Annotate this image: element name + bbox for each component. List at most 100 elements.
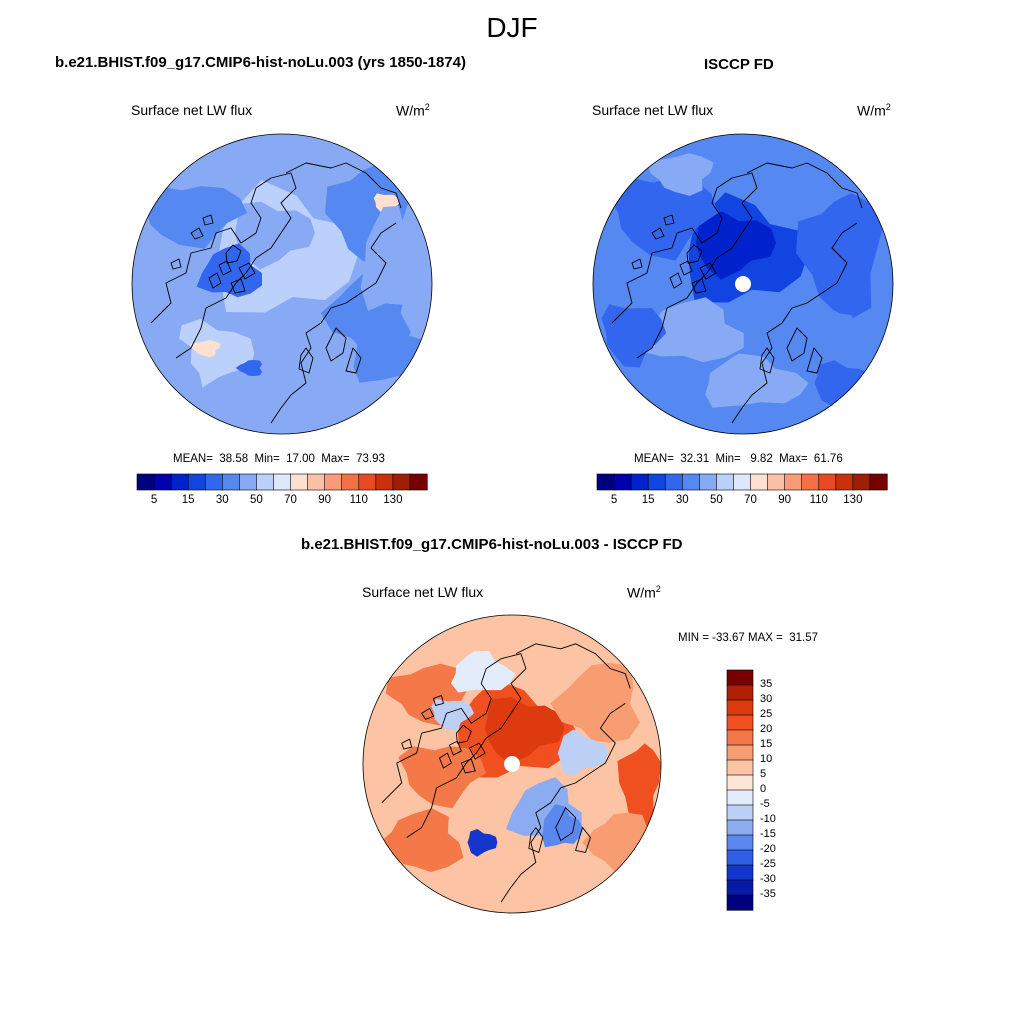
coastline	[381, 653, 527, 838]
contour-region	[634, 297, 744, 363]
colorbar-box	[726, 834, 754, 851]
panel-model-units: W/m2	[396, 102, 430, 119]
figure-title: DJF	[486, 12, 538, 43]
contour-region	[695, 211, 776, 280]
contour-region	[617, 743, 662, 829]
map-field	[132, 134, 432, 434]
colorbar-tick-label: 70	[284, 494, 297, 506]
coastline	[611, 172, 758, 359]
colorbar-tick-label: -10	[760, 813, 776, 825]
coastline	[230, 278, 246, 294]
colorbar-tick-label: 30	[215, 494, 229, 506]
panel-diff-units: W/m2	[627, 584, 661, 601]
colorbar-box	[733, 473, 752, 491]
panel-model-stats: MEAN= 38.58 Min= 17.00 Max= 73.93	[173, 453, 385, 465]
colorbar-box	[204, 473, 223, 491]
colorbar-box	[726, 879, 754, 896]
contour-region	[814, 360, 875, 407]
panel-obs-stats: MEAN= 32.31 Min= 9.82 Max= 61.76	[634, 453, 843, 465]
map-boundary	[592, 133, 894, 435]
colorbar-box	[750, 473, 769, 491]
contour-region	[467, 828, 498, 857]
contour-region	[190, 340, 221, 358]
colorbar-box	[726, 804, 754, 821]
coastline	[731, 222, 858, 424]
colorbar-box	[324, 473, 343, 491]
colorbar-box	[726, 759, 754, 776]
colorbar-box	[726, 684, 754, 701]
colorbar-obs-ticks: 5 15 30 50 70 90 110 130	[597, 494, 887, 510]
contour-region	[431, 699, 475, 731]
colorbar-box	[726, 744, 754, 761]
colorbar-box	[664, 473, 683, 491]
coastline	[759, 347, 775, 374]
colorbar-tick-label: 130	[383, 494, 403, 506]
colorbar-tick-label: 30	[760, 693, 773, 705]
panel-obs-variable-label: Surface net LW flux	[592, 102, 714, 118]
coastline	[679, 260, 693, 276]
colorbar-box	[290, 473, 309, 491]
colorbar-box	[221, 473, 240, 491]
coastline	[631, 258, 643, 270]
coastline	[575, 827, 591, 853]
contour-region	[360, 205, 426, 311]
colorbar-box	[613, 473, 632, 491]
colorbar-box	[170, 473, 189, 491]
coastline	[468, 742, 486, 760]
colorbar-box	[716, 473, 735, 491]
coastline	[150, 172, 297, 359]
colorbar-box	[358, 473, 377, 491]
colorbar-box	[273, 473, 292, 491]
coastline	[448, 740, 462, 756]
colorbar-box	[726, 699, 754, 716]
colorbar-box	[726, 819, 754, 836]
coastline	[806, 347, 823, 374]
coastline	[202, 214, 214, 226]
panel-diff-variable-label: Surface net LW flux	[362, 584, 484, 600]
polar-map-obs	[592, 133, 894, 435]
colorbar-tick-label: -20	[760, 843, 776, 855]
panel-model-variable-label: Surface net LW flux	[131, 102, 253, 118]
coastline	[298, 347, 314, 374]
colorbar-box	[630, 473, 649, 491]
contour-region	[451, 650, 516, 693]
colorbar-tick-label: 90	[318, 494, 332, 506]
contour-region	[705, 353, 809, 408]
contour-region	[485, 697, 565, 765]
panel-diff-stats: MIN = -33.67 MAX = 31.57	[678, 632, 818, 644]
colorbar-box	[767, 473, 786, 491]
coastline	[651, 227, 665, 240]
colorbar-tick-label: -25	[760, 858, 776, 870]
colorbar-tick-label: 5	[150, 494, 158, 506]
colorbar-box	[239, 473, 258, 491]
coastline	[746, 162, 863, 209]
coastline	[208, 272, 222, 289]
colorbar-box	[784, 473, 803, 491]
polar-map-model	[131, 133, 433, 435]
colorbar-tick-label: 35	[760, 678, 773, 690]
coastline	[345, 347, 362, 374]
coastline	[401, 738, 413, 750]
colorbar-box	[596, 473, 615, 491]
colorbar-diff	[726, 669, 754, 911]
contour-region	[235, 360, 263, 376]
map-field	[362, 614, 662, 914]
colorbar-box	[256, 473, 275, 491]
coastline	[699, 262, 717, 280]
coastline	[663, 214, 675, 226]
colorbar-box	[726, 669, 754, 686]
colorbar-tick-label: 110	[809, 494, 828, 506]
colorbar-box	[341, 473, 360, 491]
coastline	[421, 707, 434, 720]
colorbar-tick-label: 15	[181, 494, 195, 506]
contour-region	[373, 193, 400, 215]
contour-region	[647, 153, 714, 196]
coastline	[786, 327, 808, 362]
coastline	[669, 272, 683, 289]
coastline	[555, 807, 577, 841]
colorbar-box	[835, 473, 854, 491]
panel-obs-title: ISCCP FD	[704, 56, 774, 73]
coastline	[433, 695, 444, 706]
coastline	[500, 703, 626, 903]
colorbar-tick-label: 90	[778, 494, 792, 506]
